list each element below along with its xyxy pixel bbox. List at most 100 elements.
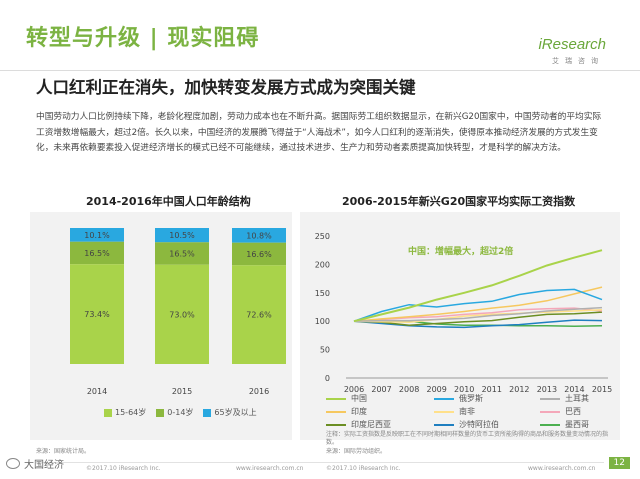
bar-data-label: 73.4% — [84, 310, 110, 319]
legend-label-russia: 俄罗斯 — [459, 394, 483, 403]
bar-segment — [155, 264, 209, 364]
y-tick-label: 0 — [325, 374, 330, 383]
x-tick-label: 2016 — [249, 387, 269, 396]
footer-right-url: www.iresearch.com.cn — [528, 465, 596, 472]
title-divider — [0, 70, 640, 71]
bar-segment — [155, 242, 209, 265]
footer-left-url: www.iresearch.com.cn — [236, 465, 304, 472]
legend-brazil: 巴西 — [540, 406, 581, 417]
legend-label-saudi: 沙特阿拉伯 — [459, 420, 499, 429]
x-tick-label: 2006 — [344, 385, 364, 394]
bar-data-label: 16.5% — [84, 249, 110, 258]
legend-label-65: 65岁及以上 — [214, 408, 257, 417]
wechat-icon — [6, 458, 20, 469]
population-structure-chart: 10.1% 16.5% 73.4% 2014 10.5% 16.5% 73.0% 2015 10… — [70, 228, 286, 396]
bar-segment — [70, 264, 124, 364]
legend-label-15-64: 15-64岁 — [115, 408, 147, 417]
bar-data-label: 73.0% — [169, 310, 195, 319]
series-line — [353, 311, 603, 326]
x-tick-label: 2009 — [426, 385, 446, 394]
y-tick-label: 150 — [315, 289, 330, 298]
series-line — [353, 309, 603, 324]
legend-label-0-14: 0-14岁 — [167, 408, 194, 417]
right-chart-title: 2006-2015年新兴G20国家平均实际工资指数 — [342, 195, 576, 208]
legend-south-africa: 南非 — [434, 406, 475, 417]
bar-segment — [155, 228, 209, 243]
x-tick-label: 2008 — [399, 385, 419, 394]
bar-data-label: 72.6% — [246, 311, 272, 320]
body-paragraph: 中国劳动力人口比例持续下降，老龄化程度加剧，劳动力成本也在不断升高。据国际劳工组… — [36, 112, 602, 153]
slide-subtitle: 人口红利正在消失，加快转变发展方式成为突围关键 — [36, 78, 416, 97]
wechat-label: 大国经济 — [24, 460, 64, 471]
left-chart-legend: 15-64岁 0-14岁 65岁及以上 — [104, 407, 267, 418]
footer-right-company: ©2017.10 iResearch Inc. — [326, 465, 401, 472]
series-line — [353, 306, 603, 322]
bar-segment — [70, 228, 124, 242]
series-line — [353, 319, 603, 329]
right-chart-note: 注释：实际工资指数是反映职工在不同时期相同样数量的货币工资所能购得的商品和服务数… — [326, 431, 609, 446]
x-tick-label: 2014 — [564, 385, 584, 394]
legend-swatch-15-64 — [104, 408, 112, 417]
bar-data-label: 10.1% — [84, 231, 110, 240]
legend-line-indonesia — [326, 423, 346, 426]
legend-15-64: 15-64岁 — [104, 407, 146, 418]
legend-0-14: 0-14岁 — [156, 407, 193, 418]
wechat-watermark: 大国经济 — [6, 456, 64, 471]
slide-title: 转型与升级 | 现实阻碍 — [26, 26, 260, 51]
y-tick-label: 100 — [315, 317, 330, 326]
legend-label-china: 中国 — [351, 394, 367, 403]
bar-segment — [232, 265, 286, 364]
legend-line-mexico — [540, 423, 560, 426]
y-tick-label: 200 — [315, 260, 330, 269]
bar-segment — [70, 241, 124, 265]
brand-subtitle: 艾瑞咨询 — [552, 58, 604, 65]
bar-data-label: 10.8% — [246, 231, 272, 240]
bar-data-label: 16.6% — [246, 250, 272, 259]
x-tick-label: 2014 — [87, 387, 107, 396]
x-tick-label: 2011 — [482, 385, 502, 394]
x-tick-label: 2015 — [172, 387, 192, 396]
bar-segment — [232, 228, 286, 243]
legend-line-brazil — [540, 410, 560, 413]
legend-line-saudi — [434, 423, 454, 426]
footer-left-company: ©2017.10 iResearch Inc. — [86, 465, 161, 472]
legend-mexico: 墨西哥 — [540, 419, 589, 430]
legend-india: 印度 — [326, 406, 367, 417]
y-tick-label: 250 — [315, 232, 330, 241]
left-chart-source: 来源：国家统计局。 — [36, 448, 91, 455]
legend-china: 中国 — [326, 393, 367, 404]
legend-label-south-africa: 南非 — [459, 407, 475, 416]
legend-swatch-0-14 — [156, 408, 165, 417]
legend-saudi: 沙特阿拉伯 — [434, 419, 499, 430]
x-tick-label: 2012 — [509, 385, 529, 394]
legend-turkey: 土耳其 — [540, 393, 589, 404]
series-line — [353, 288, 603, 322]
x-tick-label: 2013 — [537, 385, 557, 394]
legend-indonesia: 印度尼西亚 — [326, 419, 391, 430]
left-chart-title: 2014-2016年中国人口年龄结构 — [86, 195, 251, 208]
series-line — [353, 307, 603, 322]
x-tick-label: 2007 — [371, 385, 391, 394]
legend-line-china — [326, 397, 346, 400]
legend-label-india: 印度 — [351, 407, 367, 416]
legend-65: 65岁及以上 — [203, 407, 257, 418]
legend-label-mexico: 墨西哥 — [565, 420, 589, 429]
series-line — [353, 286, 603, 322]
wage-index-chart: 0 50 100 150 200 250 2006 2007 2008 2009 2010 2011 2… — [315, 232, 612, 394]
x-tick-label: 2015 — [592, 385, 612, 394]
legend-line-russia — [434, 397, 454, 400]
legend-line-south-africa — [434, 410, 454, 413]
brand-name: iResearch — [538, 36, 606, 53]
x-tick-label: 2010 — [454, 385, 474, 394]
legend-line-india — [326, 410, 346, 413]
chart-annotation: 中国：增幅最大，超过2倍 — [408, 245, 513, 257]
legend-line-turkey — [540, 397, 560, 400]
right-chart-source: 来源：国际劳动组织。 — [326, 448, 387, 455]
page-number: 12 — [608, 457, 630, 469]
y-tick-label: 50 — [320, 346, 330, 355]
legend-label-brazil: 巴西 — [565, 407, 581, 416]
series-line — [353, 249, 603, 323]
legend-russia: 俄罗斯 — [434, 393, 483, 404]
legend-swatch-65 — [203, 408, 212, 417]
bar-data-label: 16.5% — [169, 250, 195, 259]
